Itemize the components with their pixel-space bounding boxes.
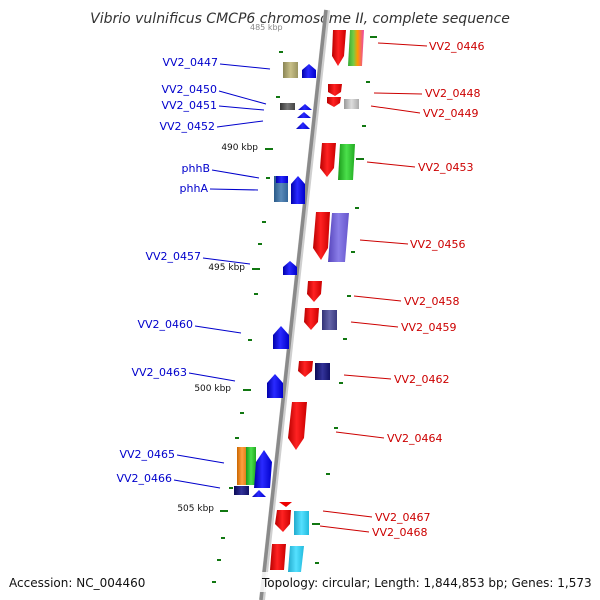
label-VV2_0458[interactable]: VV2_0458 bbox=[404, 295, 460, 308]
genome-summary-text: Topology: circular; Length: 1,844,853 bp… bbox=[261, 576, 592, 590]
gene-VV2_0450b[interactable] bbox=[298, 104, 312, 110]
gene-VV2_0450[interactable] bbox=[280, 103, 295, 110]
scale-label-490: 490 kbp bbox=[221, 143, 258, 153]
gene-VV2_0463[interactable] bbox=[267, 374, 283, 398]
label-VV2_0448[interactable]: VV2_0448 bbox=[425, 87, 481, 100]
gene-VV2_0467-marker[interactable] bbox=[279, 502, 292, 507]
gene-VV2_0460[interactable] bbox=[273, 326, 289, 349]
gene-VV2_0457[interactable] bbox=[283, 261, 297, 275]
gene-VV2_0446[interactable] bbox=[332, 30, 346, 66]
forward-genes bbox=[270, 30, 364, 572]
left-labels bbox=[173, 63, 271, 489]
gene-VV2_0465a[interactable] bbox=[237, 447, 247, 485]
label-VV2_0462[interactable]: VV2_0462 bbox=[394, 373, 450, 386]
label-phhB[interactable]: phhB bbox=[182, 162, 210, 175]
label-VV2_0464[interactable]: VV2_0464 bbox=[387, 432, 443, 445]
gene-VV2_0453[interactable] bbox=[338, 144, 355, 180]
label-VV2_0452[interactable]: VV2_0452 bbox=[159, 120, 215, 133]
gene-VV2_0466b[interactable] bbox=[252, 490, 266, 497]
gene-bottom-a[interactable] bbox=[270, 544, 286, 570]
gene-VV2_0448[interactable] bbox=[328, 84, 342, 96]
label-VV2_0468[interactable]: VV2_0468 bbox=[372, 526, 428, 539]
gene-VV2_0456a[interactable] bbox=[313, 212, 330, 260]
scale-label-500: 500 kbp bbox=[194, 384, 231, 394]
label-VV2_0466[interactable]: VV2_0466 bbox=[116, 472, 172, 485]
label-VV2_0456[interactable]: VV2_0456 bbox=[410, 238, 466, 251]
label-phhA[interactable]: phhA bbox=[180, 182, 209, 195]
chromosome-backbone bbox=[259, 9, 328, 600]
gene-VV2_0456[interactable] bbox=[328, 213, 349, 262]
label-VV2_0465[interactable]: VV2_0465 bbox=[119, 448, 175, 461]
gene-VV2_0462a[interactable] bbox=[298, 361, 313, 377]
gene-phhA-b[interactable] bbox=[291, 176, 305, 204]
accession-text: Accession: NC_004460 bbox=[9, 576, 145, 590]
label-VV2_0457[interactable]: VV2_0457 bbox=[145, 250, 201, 263]
gene-VV2_0446b[interactable] bbox=[348, 30, 364, 66]
gene-VV2_0451[interactable] bbox=[297, 112, 311, 118]
scale-label-495: 495 kbp bbox=[208, 263, 245, 273]
label-VV2_0467[interactable]: VV2_0467 bbox=[375, 511, 431, 524]
gene-VV2_0447[interactable] bbox=[283, 62, 298, 78]
label-VV2_0451[interactable]: VV2_0451 bbox=[161, 99, 217, 112]
right-labels bbox=[319, 42, 428, 533]
gene-VV2_0468[interactable] bbox=[294, 511, 309, 535]
tick-marks bbox=[212, 36, 377, 583]
gene-VV2_0465b[interactable] bbox=[246, 447, 256, 485]
gene-VV2_0452[interactable] bbox=[296, 122, 310, 129]
gene-VV2_0458[interactable] bbox=[307, 281, 322, 302]
gene-VV2_0453a[interactable] bbox=[320, 143, 336, 177]
reverse-genes bbox=[234, 62, 316, 497]
gene-VV2_0462[interactable] bbox=[315, 363, 330, 380]
gene-bottom-b[interactable] bbox=[288, 546, 304, 572]
gene-VV2_0459a[interactable] bbox=[304, 308, 319, 330]
scale-label-485: 485 kbp bbox=[250, 23, 283, 32]
gene-phhB[interactable] bbox=[276, 176, 288, 183]
label-VV2_0450[interactable]: VV2_0450 bbox=[161, 83, 217, 96]
gene-VV2_0448b[interactable] bbox=[327, 97, 341, 107]
label-VV2_0463[interactable]: VV2_0463 bbox=[131, 366, 187, 379]
gene-VV2_0449[interactable] bbox=[344, 99, 359, 109]
footer-summary-bg bbox=[258, 572, 598, 592]
gene-VV2_0466[interactable] bbox=[234, 486, 249, 495]
map-title: Vibrio vulnificus CMCP6 chromosome II, c… bbox=[90, 11, 510, 27]
gene-VV2_0467[interactable] bbox=[275, 510, 291, 532]
label-VV2_0460[interactable]: VV2_0460 bbox=[137, 318, 193, 331]
gene-VV2_0464[interactable] bbox=[288, 402, 307, 450]
label-VV2_0449[interactable]: VV2_0449 bbox=[423, 107, 479, 120]
label-VV2_0447[interactable]: VV2_0447 bbox=[162, 56, 218, 69]
gene-VV2_0447b[interactable] bbox=[302, 64, 316, 78]
label-VV2_0446[interactable]: VV2_0446 bbox=[429, 40, 485, 53]
gene-VV2_0459[interactable] bbox=[322, 310, 337, 330]
label-VV2_0453[interactable]: VV2_0453 bbox=[418, 161, 474, 174]
scale-label-505: 505 kbp bbox=[177, 504, 214, 514]
label-VV2_0459[interactable]: VV2_0459 bbox=[401, 321, 457, 334]
gene-VV2_0465[interactable] bbox=[254, 450, 272, 488]
